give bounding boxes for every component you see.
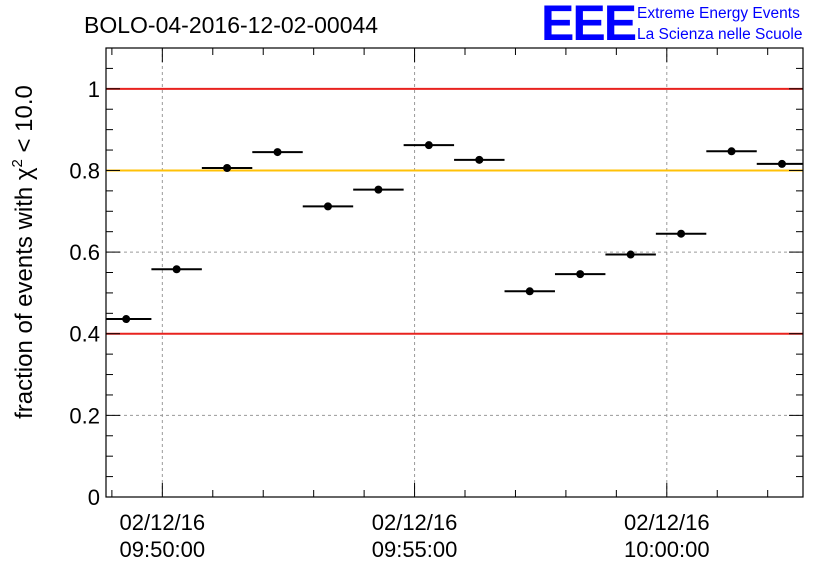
y-tick-label: 0.6 <box>69 240 100 265</box>
data-point <box>122 315 131 324</box>
x-tick-label-date: 02/12/16 <box>624 510 710 535</box>
data-point <box>525 287 534 296</box>
reference-lines <box>106 87 803 335</box>
eee-logo: EEE Extreme Energy Events La Scienza nel… <box>541 0 802 51</box>
data-point <box>374 185 383 194</box>
y-tick-label: 1 <box>88 77 100 102</box>
chart-title: BOLO-04-2016-12-02-00044 <box>84 12 378 38</box>
data-point <box>223 164 232 173</box>
data-point <box>323 202 332 211</box>
data-point <box>677 229 686 238</box>
y-tick-labels: 0 0.2 0.4 0.6 0.8 1 <box>69 77 100 510</box>
x-tick-label-date: 02/12/16 <box>120 510 206 535</box>
data-points <box>106 141 803 324</box>
data-point <box>475 155 484 164</box>
x-tick-label-time: 09:55:00 <box>372 537 458 562</box>
x-tick-labels: 02/12/1609:50:0002/12/1609:55:0002/12/16… <box>120 510 710 562</box>
grid-lines <box>106 48 803 497</box>
logo-line2: La Scienza nelle Scuole <box>637 26 802 43</box>
data-point <box>273 148 282 157</box>
x-tick-label-time: 10:00:00 <box>624 537 710 562</box>
logo-mark: EEE <box>541 0 636 51</box>
y-axis-label: fraction of events with χ2 < 10.0 <box>9 85 38 419</box>
data-point <box>576 270 585 279</box>
x-tick-label-date: 02/12/16 <box>372 510 458 535</box>
y-axis-label-tail: < 10.0 <box>11 85 38 159</box>
x-tick-label-time: 09:50:00 <box>120 537 206 562</box>
y-tick-label: 0.2 <box>69 403 100 428</box>
data-point <box>727 147 736 156</box>
y-axis-label-main: fraction of events with χ <box>11 167 38 419</box>
y-tick-label: 0 <box>88 485 100 510</box>
data-point <box>626 250 635 259</box>
axis-ticks <box>106 48 803 498</box>
data-point <box>777 159 786 168</box>
y-tick-label: 0.8 <box>69 158 100 183</box>
plot-frame <box>105 47 804 498</box>
y-tick-label: 0.4 <box>69 322 100 347</box>
data-point <box>172 265 181 274</box>
data-point <box>424 141 433 150</box>
logo-line1: Extreme Energy Events <box>637 5 800 22</box>
y-axis-label-superscript: 2 <box>9 159 26 167</box>
